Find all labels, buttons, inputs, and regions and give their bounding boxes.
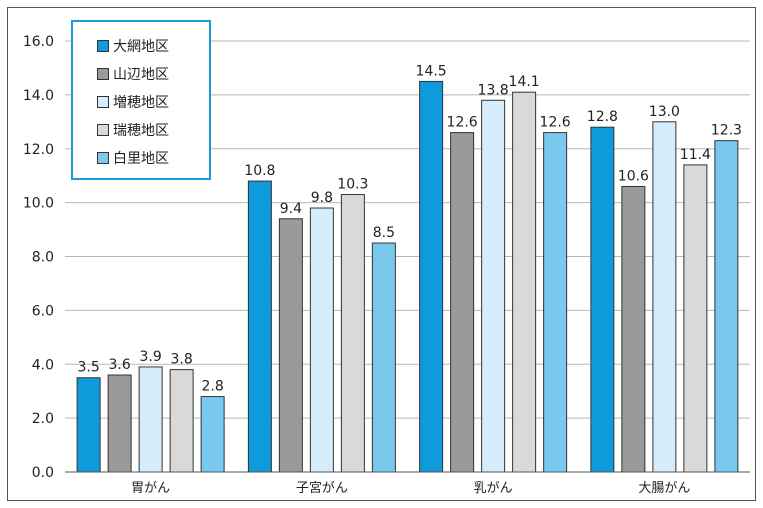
legend-label: 大網地区 <box>113 39 169 55</box>
data-label: 10.3 <box>337 177 368 193</box>
legend-item-oami: 大網地区 <box>97 32 209 60</box>
y-tick-label: 4.0 <box>32 357 54 373</box>
bar <box>543 132 568 473</box>
data-label: 3.9 <box>139 349 161 365</box>
bar <box>481 99 506 473</box>
data-label: 9.4 <box>280 201 302 217</box>
data-label: 12.6 <box>540 115 571 131</box>
y-tick-label: 6.0 <box>32 303 54 319</box>
data-label: 12.8 <box>587 109 618 125</box>
category-label: 胃がん <box>131 481 170 496</box>
bar <box>138 366 163 473</box>
legend-label: 増穂地区 <box>113 95 169 111</box>
bar <box>512 91 537 473</box>
legend-label: 白里地区 <box>113 151 169 167</box>
legend-swatch <box>97 68 109 80</box>
x-axis-category-labels: 胃がん 子宮がん 乳がん 大腸がん <box>131 480 690 496</box>
bar <box>652 121 677 473</box>
data-label: 3.6 <box>108 357 130 373</box>
bar <box>450 132 475 473</box>
legend-item-mizuho: 瑞穂地区 <box>97 116 209 144</box>
y-axis-tick-labels: 0.0 2.0 4.0 6.0 8.0 10.0 12.0 14.0 16.0 <box>23 34 54 481</box>
legend-label: 瑞穂地区 <box>113 123 169 139</box>
bar <box>169 369 194 473</box>
data-label: 9.8 <box>311 190 333 206</box>
data-label: 13.0 <box>649 104 680 120</box>
legend-item-masuho: 増穂地区 <box>97 88 209 116</box>
legend-item-shirasato: 白里地区 <box>97 144 209 172</box>
category-label: 乳がん <box>474 481 513 496</box>
data-label: 2.8 <box>201 379 223 395</box>
y-tick-label: 8.0 <box>32 250 54 266</box>
legend-item-yamabe: 山辺地区 <box>97 60 209 88</box>
legend-swatch <box>97 124 109 136</box>
data-label: 8.5 <box>373 225 395 241</box>
bar <box>278 218 303 473</box>
bar <box>107 374 132 473</box>
y-tick-label: 0.0 <box>32 465 54 481</box>
legend-label: 山辺地区 <box>113 67 169 83</box>
legend-swatch <box>97 40 109 52</box>
bar <box>76 377 101 473</box>
bar <box>309 207 334 473</box>
bar <box>590 126 615 473</box>
y-tick-label: 16.0 <box>23 34 54 50</box>
bar <box>683 164 708 473</box>
y-tick-label: 2.0 <box>32 411 54 427</box>
data-label: 14.1 <box>509 74 540 90</box>
bar <box>714 140 739 473</box>
legend-swatch <box>97 152 109 164</box>
y-tick-label: 14.0 <box>23 88 54 104</box>
data-label: 11.4 <box>680 147 711 163</box>
data-label: 12.6 <box>447 115 478 131</box>
bar <box>340 194 365 473</box>
legend: 大網地区 山辺地区 増穂地区 瑞穂地区 白里地区 <box>71 20 211 180</box>
data-label: 10.8 <box>244 163 275 179</box>
bar <box>371 242 396 473</box>
bar <box>621 185 646 473</box>
data-label: 14.5 <box>416 63 447 79</box>
data-label: 13.8 <box>478 82 509 98</box>
data-labels: 3.5 3.6 3.9 3.8 2.8 10.8 9.4 9.810.3 8.5 14.5 12.6… <box>77 63 741 394</box>
y-tick-label: 12.0 <box>23 142 54 158</box>
bar <box>419 80 444 473</box>
y-tick-label: 10.0 <box>23 196 54 212</box>
data-label: 10.6 <box>618 168 649 184</box>
bars <box>76 80 739 473</box>
bar <box>200 396 225 473</box>
legend-swatch <box>97 96 109 108</box>
category-label: 子宮がん <box>296 480 348 496</box>
bar <box>247 180 272 473</box>
data-label: 12.3 <box>711 123 742 139</box>
category-label: 大腸がん <box>638 481 690 496</box>
data-label: 3.5 <box>77 360 99 376</box>
data-label: 3.8 <box>170 352 192 368</box>
